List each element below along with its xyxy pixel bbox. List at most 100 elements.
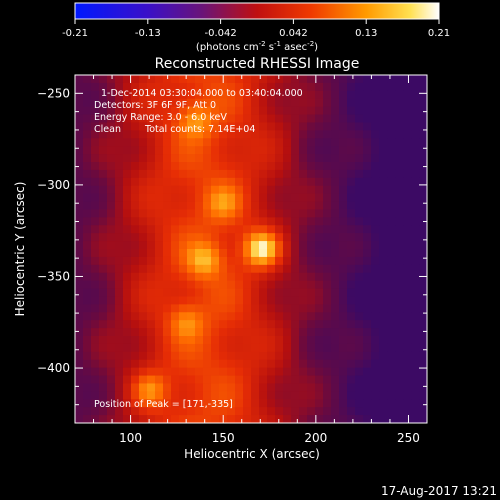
heatmap-cell xyxy=(131,154,140,163)
heatmap-cell xyxy=(195,343,204,353)
heatmap-cell xyxy=(203,114,212,123)
heatmap-cell xyxy=(147,336,156,345)
heatmap-cell xyxy=(187,328,196,337)
heatmap-cell xyxy=(235,114,244,123)
heatmap-cell xyxy=(243,138,252,147)
heatmap-cell xyxy=(107,296,116,305)
heatmap-cell xyxy=(99,256,108,266)
heatmap-cell xyxy=(379,383,388,392)
heatmap-cell xyxy=(243,114,252,123)
heatmap-cell xyxy=(75,264,84,274)
heatmap-cell xyxy=(339,233,348,242)
heatmap-cell xyxy=(227,367,236,376)
heatmap-cell xyxy=(331,138,340,147)
heatmap-cell xyxy=(163,320,172,329)
heatmap-cell xyxy=(379,320,388,329)
heatmap-cell xyxy=(347,343,356,353)
heatmap-cell xyxy=(211,336,220,345)
y-tick-label: −250 xyxy=(37,86,70,100)
heatmap-cell xyxy=(411,399,420,408)
heatmap-cell xyxy=(163,343,172,353)
heatmap-cell xyxy=(115,154,124,163)
heatmap-cell xyxy=(83,375,92,384)
heatmap-cell xyxy=(291,343,300,353)
heatmap-cell xyxy=(219,241,228,250)
heatmap-cell xyxy=(299,209,308,218)
annotation-time-range: 1-Dec-2014 03:30:04.000 to 03:40:04.000 xyxy=(101,88,303,99)
heatmap-cell xyxy=(403,351,412,361)
heatmap-cell xyxy=(139,415,148,424)
heatmap-cell xyxy=(163,75,172,84)
heatmap-cell xyxy=(219,264,228,274)
heatmap-cell xyxy=(379,217,388,226)
heatmap-cell xyxy=(267,75,276,84)
heatmap-cell xyxy=(131,256,140,266)
heatmap-cell xyxy=(371,201,380,210)
heatmap-cell xyxy=(211,359,220,369)
heatmap-cell xyxy=(379,146,388,155)
heatmap-cell xyxy=(227,138,236,147)
heatmap-cell xyxy=(403,399,412,408)
heatmap-cell xyxy=(155,114,164,123)
heatmap-cell xyxy=(99,201,108,210)
heatmap-cell xyxy=(267,336,276,345)
heatmap-cell xyxy=(331,201,340,210)
heatmap-cell xyxy=(203,383,212,392)
heatmap-cell xyxy=(419,328,428,337)
heatmap-cell xyxy=(155,320,164,329)
heatmap-cell xyxy=(363,296,372,305)
heatmap-cell xyxy=(251,122,260,131)
heatmap-cell xyxy=(195,177,204,187)
heatmap-cell xyxy=(355,177,364,187)
heatmap-cell xyxy=(243,336,252,345)
heatmap-cell xyxy=(403,312,412,321)
heatmap-cell xyxy=(243,375,252,384)
heatmap-cell xyxy=(211,288,220,297)
heatmap-cell xyxy=(139,114,148,123)
heatmap-cell xyxy=(91,256,100,266)
heatmap-cell xyxy=(91,82,100,92)
heatmap-cell xyxy=(379,407,388,416)
heatmap-cell xyxy=(243,225,252,234)
heatmap-cell xyxy=(395,249,404,258)
heatmap-cell xyxy=(195,217,204,226)
heatmap-cell xyxy=(171,217,180,226)
heatmap-cell xyxy=(219,320,228,329)
heatmap-cell xyxy=(363,209,372,218)
heatmap-cell xyxy=(355,225,364,234)
heatmap-cell xyxy=(291,106,300,115)
heatmap-cell xyxy=(307,201,316,210)
heatmap-cell xyxy=(131,162,140,171)
heatmap-cell xyxy=(147,312,156,321)
heatmap-cell xyxy=(203,280,212,289)
heatmap-cell xyxy=(187,82,196,92)
heatmap-cell xyxy=(147,399,156,408)
heatmap-cell xyxy=(219,114,228,123)
annotation-clean: Clean xyxy=(94,124,121,135)
heatmap-cell xyxy=(379,193,388,202)
heatmap-cell xyxy=(155,106,164,115)
heatmap-cell xyxy=(195,304,204,313)
heatmap-cell xyxy=(163,272,172,282)
heatmap-cell xyxy=(411,391,420,400)
heatmap-cell xyxy=(371,138,380,147)
heatmap-cell xyxy=(83,201,92,210)
heatmap-cell xyxy=(99,399,108,408)
heatmap-cell xyxy=(179,90,188,100)
heatmap-cell xyxy=(163,146,172,155)
heatmap-cell xyxy=(387,249,396,258)
heatmap-cell xyxy=(307,256,316,266)
heatmap-cell xyxy=(403,328,412,337)
heatmap-cell xyxy=(211,399,220,408)
heatmap-cell xyxy=(307,98,316,108)
heatmap-cell xyxy=(307,272,316,282)
heatmap-cell xyxy=(363,82,372,92)
heatmap-cell xyxy=(387,138,396,147)
heatmap-cell xyxy=(195,296,204,305)
heatmap-cell xyxy=(291,249,300,258)
heatmap-cell xyxy=(283,82,292,92)
heatmap-cell xyxy=(147,249,156,258)
heatmap-cell xyxy=(99,328,108,337)
heatmap-cell xyxy=(379,391,388,400)
heatmap-cell xyxy=(299,130,308,139)
